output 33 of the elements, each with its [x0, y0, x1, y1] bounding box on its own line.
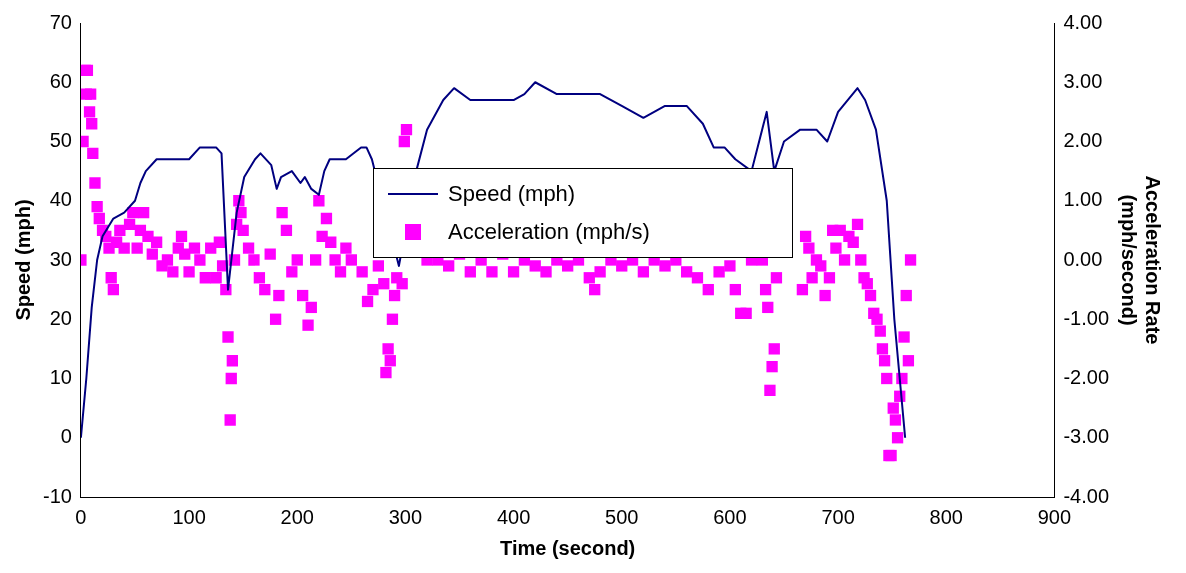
y-tick-label: 20	[49, 306, 72, 329]
y2-tick-label: -3.00	[1063, 425, 1110, 448]
y2-tick-label: -2.00	[1063, 366, 1110, 389]
y-tick-label: 50	[49, 129, 72, 152]
y-tick-label: -10	[43, 484, 72, 507]
y-tick-label: 30	[49, 247, 72, 270]
x-tick-label: 200	[280, 505, 314, 528]
y-tick-label: 40	[49, 188, 72, 211]
x-tick-label: 600	[713, 505, 747, 528]
x-tick-label: 900	[1037, 505, 1072, 528]
x-axis-title: Time (second)	[500, 536, 636, 559]
x-tick-label: 500	[605, 505, 639, 528]
x-tick-label: 700	[821, 505, 855, 528]
legend-label: Acceleration (mph/s)	[448, 219, 650, 245]
y2-tick-label: 1.00	[1063, 188, 1103, 211]
y-tick-label: 10	[49, 366, 72, 389]
x-tick-label: 300	[388, 505, 423, 528]
y2-tick-label: 3.00	[1063, 69, 1103, 92]
y2-tick-label: 2.00	[1063, 129, 1103, 152]
legend-label: Speed (mph)	[448, 181, 576, 207]
y-tick-label: 60	[49, 69, 72, 92]
x-tick-label: 100	[172, 505, 206, 528]
x-tick-label: 0	[75, 505, 87, 528]
y-axis-title: Speed (mph)	[11, 199, 34, 321]
y-tick-label: 0	[60, 425, 72, 448]
x-tick-label: 800	[929, 505, 963, 528]
y2-tick-label: 4.00	[1063, 10, 1103, 33]
y2-axis-title: Acceleration Rate (mph/second)	[1118, 175, 1165, 345]
y2-tick-label: -4.00	[1063, 484, 1110, 507]
x-tick-label: 400	[496, 505, 531, 528]
y2-tick-label: -1.00	[1063, 306, 1110, 329]
y2-tick-label: 0.00	[1063, 247, 1103, 270]
y-tick-label: 70	[49, 10, 72, 33]
